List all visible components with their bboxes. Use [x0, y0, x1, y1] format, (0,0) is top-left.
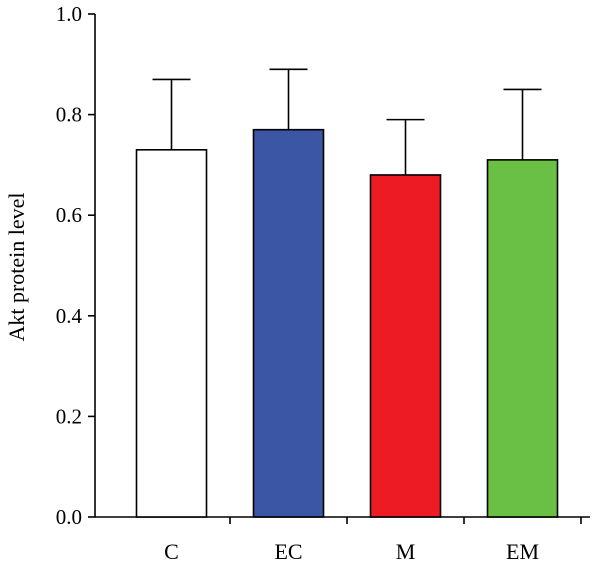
- y-tick-label: 0.0: [56, 505, 82, 529]
- x-axis-labels: C EC M EM: [164, 539, 539, 564]
- x-tick-label-m: M: [396, 539, 416, 564]
- y-axis: 0.0 0.2 0.4 0.6 0.8 1.0: [56, 2, 590, 529]
- y-axis-title: Akt protein level: [4, 192, 29, 341]
- bar-ec: [252, 128, 325, 518]
- bar-m: [369, 174, 442, 518]
- y-tick-label: 0.2: [56, 404, 82, 428]
- x-tick-label-em: EM: [506, 539, 539, 564]
- y-tick-label: 0.4: [56, 304, 83, 328]
- bar-em: [486, 159, 559, 518]
- x-tick-label-c: C: [164, 539, 179, 564]
- error-bars: [152, 68, 542, 175]
- y-tick-label: 0.6: [56, 203, 82, 227]
- y-tick-label: 0.8: [56, 103, 82, 127]
- y-tick-label: 1.0: [56, 2, 82, 26]
- bar-c: [135, 149, 208, 518]
- x-tick-label-ec: EC: [274, 539, 302, 564]
- bars: [135, 128, 559, 518]
